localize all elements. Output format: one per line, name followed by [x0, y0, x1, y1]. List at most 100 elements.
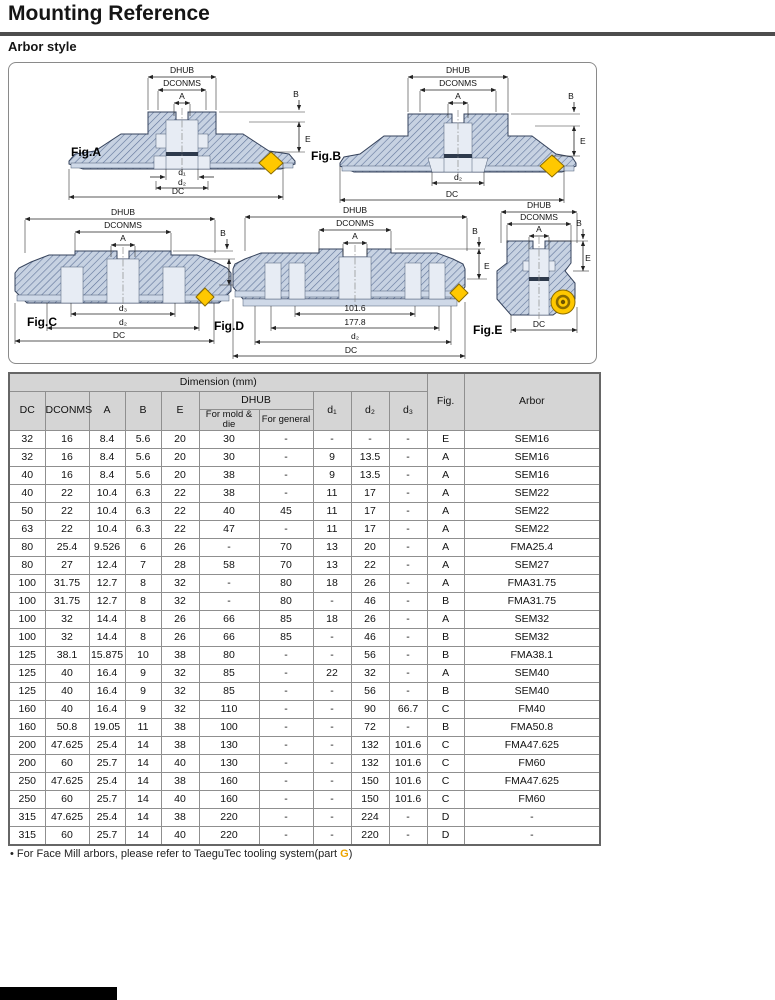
table-cell: 8.4 [88, 447, 126, 467]
dim-label-b: B [568, 91, 574, 101]
table-cell: 40 [160, 789, 200, 809]
table-cell: - [258, 465, 314, 485]
table-cell: 8 [124, 573, 162, 593]
fig-d-label: Fig.D [214, 319, 244, 333]
table-cell: 80 [258, 591, 314, 611]
table-cell: 9.526 [88, 537, 126, 557]
table-cell: 22 [160, 501, 200, 521]
table-cell: SEM40 [463, 681, 601, 701]
table-cell: 160 [8, 699, 46, 719]
table-cell: - [463, 825, 601, 846]
table-cell: 13 [312, 555, 352, 575]
table-cell: - [258, 645, 314, 665]
table-cell: 13.5 [350, 465, 390, 485]
header-dimension-group: Dimension (mm) [8, 372, 428, 392]
table-cell: 32 [8, 447, 46, 467]
table-cell: 28 [160, 555, 200, 575]
dim-label-dconms: DCONMS [520, 212, 558, 222]
table-cell: SEM32 [463, 609, 601, 629]
table-cell: 8.4 [88, 429, 126, 449]
table-cell: 66 [198, 609, 260, 629]
table-cell: 17 [350, 501, 390, 521]
table-body: 32 16 8.4 5.6 20 30- - - - E SEM16 32 16 8.4 5.6 20 30-9… [8, 429, 601, 846]
table-cell: - [312, 717, 352, 737]
table-cell: 70 [258, 555, 314, 575]
table-cell: 25.4 [88, 735, 126, 755]
dim-label-e: E [585, 253, 591, 263]
fig-b-drawing: DHUB DCONMS A B E d₂ DC [339, 65, 586, 203]
header-arbor: Arbor [463, 372, 601, 431]
table-cell: - [312, 771, 352, 791]
table-cell: 40 [44, 699, 90, 719]
table-cell: 56 [350, 681, 390, 701]
table-cell: A [426, 573, 465, 593]
dim-label-dhub: DHUB [527, 200, 551, 210]
dim-label-a: A [455, 91, 461, 101]
table-cell: 18 [312, 609, 352, 629]
table-cell: - [388, 825, 428, 846]
dim-label-dc: DC [446, 189, 458, 199]
table-cell: FMA25.4 [463, 537, 601, 557]
dim-label-dc: DC [345, 345, 357, 355]
table-cell: 26 [350, 573, 390, 593]
table-cell: 32 [160, 699, 200, 719]
table-cell: 9 [312, 465, 352, 485]
table-cell: - [258, 753, 314, 773]
dim-label-b: B [472, 226, 478, 236]
table-cell: 38 [160, 735, 200, 755]
table-row: 50 22 10.4 6.3 22 40 45 11 17- A SEM22 [8, 501, 601, 521]
table-cell: C [426, 789, 465, 809]
dim-label-d2: d₂ [351, 331, 359, 341]
table-cell: 13.5 [350, 447, 390, 467]
table-cell: 101.6 [388, 789, 428, 809]
table-cell: C [426, 753, 465, 773]
table-cell: 32 [350, 663, 390, 683]
table-cell: - [350, 429, 390, 449]
table-cell: 38.1 [44, 645, 90, 665]
table-cell: A [426, 447, 465, 467]
table-cell: B [426, 645, 465, 665]
table-cell: 130 [198, 753, 260, 773]
table-cell: 250 [8, 789, 46, 809]
dim-label-dconms: DCONMS [104, 220, 142, 230]
table-cell: 40 [8, 465, 46, 485]
table-cell: - [388, 609, 428, 629]
table-cell: 6.3 [124, 501, 162, 521]
table-cell: FMA31.75 [463, 573, 601, 593]
table-cell: 25.7 [88, 789, 126, 809]
table-cell: 200 [8, 753, 46, 773]
header-d1: d₁ [312, 391, 352, 431]
table-cell: 125 [8, 681, 46, 701]
table-cell: 250 [8, 771, 46, 791]
table-row: 125 40 16.4 9 32 85-22 32- A SEM40 [8, 663, 601, 683]
table-cell: 46 [350, 591, 390, 611]
table-cell: - [258, 483, 314, 503]
table-cell: 132 [350, 735, 390, 755]
table-cell: A [426, 555, 465, 575]
table-cell: 14 [124, 735, 162, 755]
dim-label-dc: DC [172, 186, 184, 196]
dim-label-dhub: DHUB [446, 65, 470, 75]
footnote-text: For Face Mill arbors, please refer to Ta… [16, 848, 338, 860]
table-cell: 100 [198, 717, 260, 737]
table-cell: C [426, 771, 465, 791]
table-cell: 11 [312, 519, 352, 539]
table-cell: 25.7 [88, 825, 126, 846]
table-cell: - [258, 447, 314, 467]
table-cell: - [388, 645, 428, 665]
table-cell: - [312, 789, 352, 809]
dim-label-b: B [576, 218, 582, 228]
table-cell: SEM22 [463, 519, 601, 539]
table-cell: FMA47.625 [463, 771, 601, 791]
table-row: 32 16 8.4 5.6 20 30-9 13.5- A SEM16 [8, 447, 601, 467]
dim-label-d1: d₁ [178, 167, 186, 177]
table-cell: A [426, 465, 465, 485]
header-dhub-general: For general [258, 409, 314, 431]
table-cell: 50.8 [44, 717, 90, 737]
table-cell: - [312, 735, 352, 755]
table-cell: 224 [350, 807, 390, 827]
table-cell: FM40 [463, 699, 601, 719]
dim-label-e: E [580, 136, 586, 146]
dim-label-a: A [120, 233, 126, 243]
table-cell: 60 [44, 753, 90, 773]
